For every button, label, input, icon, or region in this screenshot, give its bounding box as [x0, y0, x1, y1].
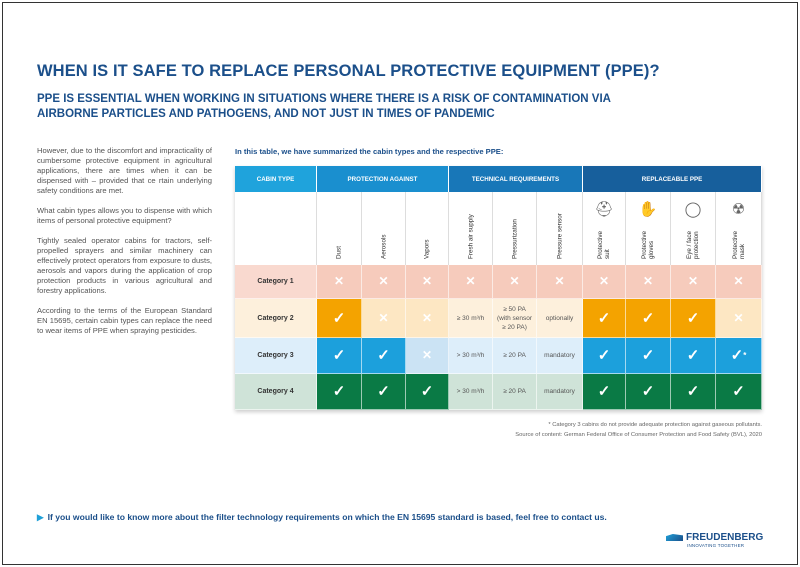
- column-header: ✋ Protective gloves: [626, 192, 671, 265]
- gloves-icon: ✋: [638, 201, 658, 218]
- group-header: CABIN TYPE: [235, 166, 317, 192]
- check-icon: ✓: [362, 338, 406, 374]
- cross-icon: ✕: [406, 265, 449, 299]
- column-header: Aerosols: [362, 192, 406, 265]
- paragraph: According to the terms of the European S…: [37, 306, 212, 335]
- intro-text: However, due to the discomfort and impra…: [37, 146, 212, 346]
- column-header: Dust: [317, 192, 362, 265]
- category-cell: Category 2: [235, 299, 317, 338]
- page-subtitle: PPE IS ESSENTIAL WHEN WORKING IN SITUATI…: [37, 93, 611, 120]
- cross-icon: ✕: [493, 265, 537, 299]
- group-header: PROTECTION AGAINST: [317, 166, 449, 192]
- requirement-cell: ≥ 30 m³/h: [449, 299, 493, 338]
- footnote-marker: *: [743, 351, 747, 360]
- requirement-cell: > 30 m³/h: [449, 374, 493, 410]
- column-label: Dust: [335, 246, 343, 259]
- category-cell: Category 3: [235, 338, 317, 374]
- requirement-cell: mandatory: [537, 338, 583, 374]
- requirement-cell: > 30 m³/h: [449, 338, 493, 374]
- check-icon: ✓: [626, 338, 671, 374]
- logo-tagline: INNOVATING TOGETHER: [687, 543, 745, 548]
- category-cell: Category 4: [235, 374, 317, 410]
- requirement-cell: ≥ 50 PA (with sensor ≥ 20 PA): [493, 299, 537, 338]
- check-icon: ✓: [671, 338, 716, 374]
- check-icon: ✓: [583, 374, 626, 410]
- column-header: Pressure sensor: [537, 192, 583, 265]
- check-icon: ✓: [626, 374, 671, 410]
- column-header: ☢ Protective mask: [716, 192, 762, 265]
- cross-icon: ✕: [362, 265, 406, 299]
- freudenberg-logo: FREUDENBERG INNOVATING TOGETHER: [666, 532, 763, 548]
- page-title: WHEN IS IT SAFE TO REPLACE PERSONAL PROT…: [37, 62, 660, 80]
- paragraph: What cabin types allows you to dispense …: [37, 206, 212, 225]
- category-cell: Category 1: [235, 265, 317, 299]
- column-label: Protective suit: [597, 231, 611, 259]
- footnote: * Category 3 cabins do not provide adequ…: [548, 422, 762, 428]
- column-label: Pressurization: [511, 219, 518, 259]
- cross-icon: ✕: [406, 299, 449, 338]
- suit-icon: ⛑: [594, 201, 614, 218]
- cross-icon: ✕: [362, 299, 406, 338]
- check-icon: ✓: [406, 374, 449, 410]
- cross-icon: ✕: [449, 265, 493, 299]
- check-icon: ✓: [317, 338, 362, 374]
- check-icon: ✓: [583, 299, 626, 338]
- cross-icon: ✕: [671, 265, 716, 299]
- check-icon: ✓: [671, 299, 716, 338]
- cta-text: If you would like to know more about the…: [47, 512, 607, 522]
- ppe-table: CABIN TYPE PROTECTION AGAINST TECHNICAL RE…: [235, 166, 762, 410]
- cross-icon: ✕: [626, 265, 671, 299]
- goggles-icon: ◯: [684, 201, 702, 218]
- cross-icon: ✕: [406, 338, 449, 374]
- cross-icon: ✕: [583, 265, 626, 299]
- check-icon: ✓: [317, 299, 362, 338]
- requirement-cell: mandatory: [537, 374, 583, 410]
- requirement-cell: optionally: [537, 299, 583, 338]
- group-header: TECHNICAL REQUIREMENTS: [449, 166, 583, 192]
- column-label: Protective mask: [731, 231, 746, 259]
- check-icon: ✓: [362, 374, 406, 410]
- paragraph: However, due to the discomfort and impra…: [37, 146, 212, 195]
- mask-icon: ☢: [731, 201, 746, 218]
- cross-icon: ✕: [716, 299, 762, 338]
- column-header: Vapors: [406, 192, 449, 265]
- cross-icon: ✕: [716, 265, 762, 299]
- column-header: Fresh air supply: [449, 192, 493, 265]
- logo-name: FREUDENBERG: [686, 532, 764, 543]
- source-note: Source of content: German Federal Office…: [515, 432, 762, 438]
- arrow-icon: ▶: [37, 512, 44, 522]
- column-label: Vapors: [423, 239, 431, 259]
- column-label: Fresh air supply: [467, 214, 474, 259]
- column-label: Eye / face protection: [686, 230, 700, 259]
- paragraph: Tightly sealed operator cabins for tract…: [37, 236, 212, 295]
- cross-icon: ✕: [317, 265, 362, 299]
- check-icon: ✓: [583, 338, 626, 374]
- table-intro: In this table, we have summarized the ca…: [235, 147, 504, 156]
- column-header: ◯ Eye / face protection: [671, 192, 716, 265]
- logo-mark-icon: [666, 534, 683, 541]
- column-label: Aerosols: [380, 234, 387, 260]
- check-icon: ✓: [317, 374, 362, 410]
- column-label: Protective gloves: [641, 231, 655, 259]
- column-header: ⛑ Protective suit: [583, 192, 626, 265]
- requirement-cell: ≥ 20 PA: [493, 338, 537, 374]
- requirement-cell: ≥ 20 PA: [493, 374, 537, 410]
- check-icon: ✓: [626, 299, 671, 338]
- check-icon: ✓ *: [716, 338, 762, 374]
- column-header: Pressurization: [493, 192, 537, 265]
- contact-cta[interactable]: ▶ If you would like to know more about th…: [37, 512, 607, 523]
- cross-icon: ✕: [537, 265, 583, 299]
- check-icon: ✓: [671, 374, 716, 410]
- header-blank: [235, 192, 317, 265]
- group-header: REPLACEABLE PPE: [583, 166, 762, 192]
- check-icon: ✓: [716, 374, 762, 410]
- column-label: Pressure sensor: [556, 213, 563, 259]
